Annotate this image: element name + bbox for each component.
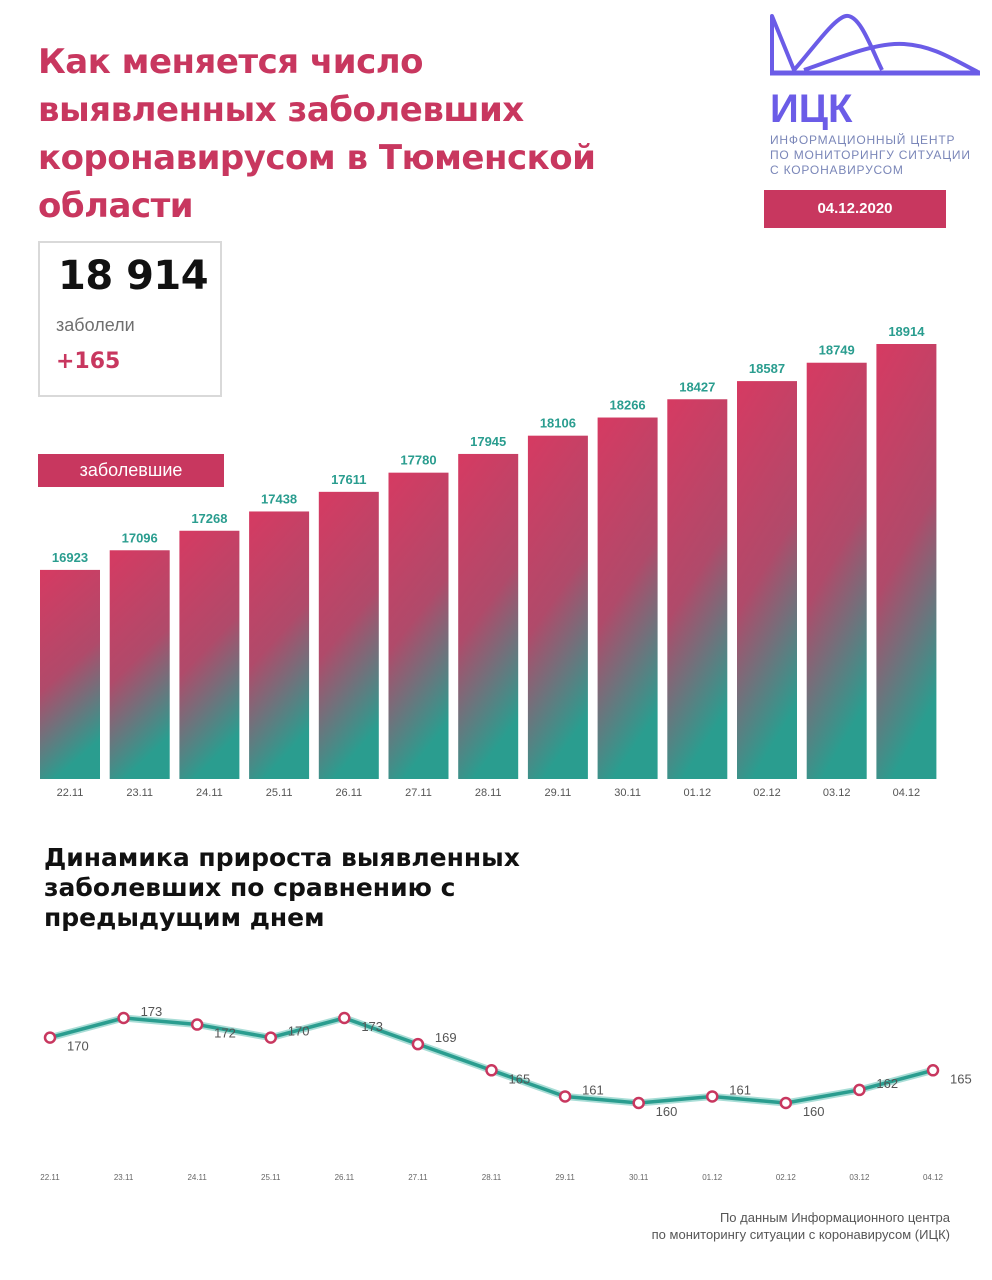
point-value-label: 162 [876, 1076, 898, 1091]
bar-value-label: 17438 [261, 491, 297, 506]
logo-icon: ИЦК [770, 14, 980, 131]
total-cases-label: заболели [56, 315, 135, 335]
bar [737, 381, 797, 779]
data-point [558, 1090, 572, 1103]
x-tick-label: 03.12 [849, 1173, 870, 1182]
x-tick-label: 28.11 [482, 1173, 502, 1182]
data-point [411, 1037, 425, 1051]
point-value-label: 165 [950, 1071, 972, 1086]
data-point [706, 1090, 719, 1103]
logo-subtitle-line: С КОРОНАВИРУСОМ [770, 163, 904, 177]
x-tick-label: 26.11 [335, 1173, 355, 1182]
point-value-label: 161 [582, 1082, 604, 1097]
total-cases-value: 18 914 [58, 253, 209, 299]
point-value-label: 160 [803, 1104, 825, 1119]
bar-value-label: 18427 [679, 379, 715, 394]
bar [806, 362, 867, 779]
x-tick-label: 01.12 [702, 1173, 723, 1182]
bar-value-label: 17096 [122, 530, 158, 545]
logo-subtitle: ИНФОРМАЦИОННЫЙ ЦЕНТР ПО МОНИТОРИНГУ СИТУ… [770, 133, 990, 178]
bar [318, 491, 379, 779]
line-chart: 170 22.11 173 23.11 172 24.11 170 25.11 173 26.11… [40, 1004, 972, 1182]
x-tick-label: 02.12 [753, 787, 781, 799]
series-line-glow [49, 1014, 934, 1107]
data-point [779, 1096, 793, 1110]
logo-subtitle-line: ИНФОРМАЦИОННЫЙ ЦЕНТР [770, 133, 956, 147]
bar-value-label: 18106 [540, 416, 576, 431]
total-card: 18 914 заболели +165 [38, 241, 222, 397]
page-title: Как меняется число выявленных заболевших… [38, 42, 596, 226]
bar-value-label: 17268 [191, 511, 227, 526]
series-line [49, 1016, 934, 1105]
bar [109, 550, 170, 779]
x-tick-label: 04.12 [923, 1173, 944, 1182]
bar-value-label: 18266 [610, 398, 646, 413]
x-tick-label: 30.11 [614, 787, 641, 799]
data-point [43, 1031, 57, 1044]
x-tick-label: 27.11 [408, 1173, 428, 1182]
source-note: По данным Информационного центра по мони… [560, 1209, 950, 1243]
x-tick-label: 24.11 [196, 787, 223, 799]
data-point [117, 1011, 130, 1025]
point-value-label: 170 [288, 1024, 310, 1039]
series-badge: заболевшие [38, 454, 224, 487]
x-tick-label: 28.11 [475, 787, 502, 799]
data-point [338, 1011, 351, 1025]
bar [876, 344, 937, 779]
x-tick-label: 29.11 [545, 787, 572, 799]
bar [458, 453, 519, 779]
bar-value-label: 16923 [52, 550, 88, 565]
data-point [264, 1031, 277, 1044]
bar [597, 417, 658, 779]
point-value-label: 173 [141, 1004, 163, 1019]
bar [249, 511, 310, 779]
x-tick-label: 29.11 [555, 1173, 575, 1182]
bar [40, 569, 100, 779]
point-value-label: 160 [656, 1104, 678, 1119]
date-badge: 04.12.2020 [764, 190, 946, 228]
point-value-label: 165 [509, 1071, 531, 1086]
bar-value-label: 17945 [470, 434, 506, 449]
daily-increase-value: +165 [56, 349, 121, 374]
x-tick-label: 25.11 [266, 787, 293, 799]
data-point [485, 1064, 498, 1077]
x-tick-label: 02.12 [776, 1173, 797, 1182]
line-chart-title: Динамика прироста выявленных заболевших … [44, 843, 520, 932]
bar [667, 399, 728, 779]
x-tick-label: 22.11 [40, 1173, 60, 1182]
x-tick-label: 27.11 [405, 787, 432, 799]
bar [179, 530, 240, 779]
x-tick-label: 04.12 [893, 787, 921, 799]
x-tick-label: 25.11 [261, 1173, 281, 1182]
bar-value-label: 17780 [400, 453, 436, 468]
logo-subtitle-line: ПО МОНИТОРИНГУ СИТУАЦИИ [770, 148, 971, 162]
point-value-label: 169 [435, 1030, 457, 1045]
point-value-label: 172 [214, 1026, 236, 1041]
bar-value-label: 18749 [819, 343, 855, 358]
bar-chart: 16923 22.11 17096 23.11 17268 24.11 17438 25.11… [40, 324, 937, 799]
data-point [632, 1096, 645, 1110]
x-tick-label: 22.11 [57, 787, 84, 799]
data-point [926, 1064, 940, 1077]
x-tick-label: 24.11 [187, 1173, 207, 1182]
x-tick-label: 23.11 [114, 1173, 134, 1182]
bar-value-label: 18914 [888, 324, 925, 339]
source-line: по мониторингу ситуации с коронавирусом … [651, 1227, 950, 1242]
bar-value-label: 17611 [331, 472, 366, 487]
logo-name: ИЦК [770, 87, 853, 131]
source-line: По данным Информационного центра [719, 1210, 950, 1225]
point-value-label: 161 [729, 1082, 751, 1097]
x-tick-label: 23.11 [126, 787, 153, 799]
x-tick-label: 01.12 [684, 787, 712, 799]
bar-value-label: 18587 [749, 361, 785, 376]
bar [527, 435, 588, 779]
point-value-label: 170 [67, 1039, 89, 1054]
data-point [190, 1018, 204, 1031]
data-point [853, 1083, 866, 1097]
point-value-label: 173 [361, 1019, 383, 1034]
bar [388, 472, 449, 779]
x-tick-label: 26.11 [335, 787, 362, 799]
x-tick-label: 03.12 [823, 787, 851, 799]
x-tick-label: 30.11 [629, 1173, 649, 1182]
